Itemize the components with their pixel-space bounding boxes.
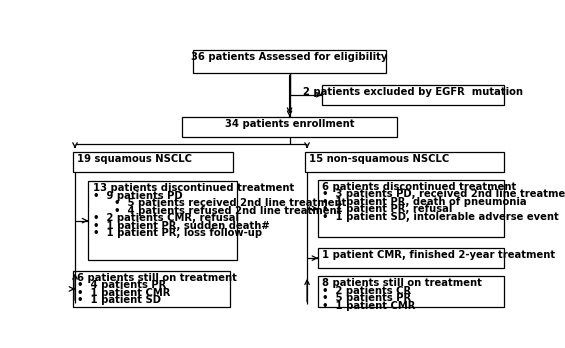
FancyBboxPatch shape bbox=[193, 50, 386, 73]
Text: •  1 patient PR, death of pneumonia: • 1 patient PR, death of pneumonia bbox=[323, 197, 527, 207]
Text: 36 patients Assessed for eligibility: 36 patients Assessed for eligibility bbox=[192, 52, 388, 62]
Text: •  2 patients CR: • 2 patients CR bbox=[323, 286, 411, 296]
Text: •  1 patient SD, intolerable adverse event: • 1 patient SD, intolerable adverse even… bbox=[323, 212, 559, 222]
Text: •  1 patient PR, loss follow-up: • 1 patient PR, loss follow-up bbox=[93, 228, 262, 238]
Text: 6 patients discontinued treatment: 6 patients discontinued treatment bbox=[323, 182, 516, 192]
Text: 19 squamous NSCLC: 19 squamous NSCLC bbox=[77, 154, 192, 164]
FancyBboxPatch shape bbox=[318, 180, 504, 237]
Text: •  4 patients PR: • 4 patients PR bbox=[77, 280, 167, 291]
FancyBboxPatch shape bbox=[305, 152, 504, 172]
Text: •  1 patient PR, refusal: • 1 patient PR, refusal bbox=[323, 204, 453, 214]
Text: •  5 patients received 2nd line treatment: • 5 patients received 2nd line treatment bbox=[93, 198, 346, 208]
FancyBboxPatch shape bbox=[318, 248, 504, 268]
FancyBboxPatch shape bbox=[318, 276, 504, 307]
Text: 1 patient CMR, finished 2-year treatment: 1 patient CMR, finished 2-year treatment bbox=[323, 250, 555, 260]
FancyBboxPatch shape bbox=[73, 152, 233, 172]
Text: 6 patients still on treatment: 6 patients still on treatment bbox=[77, 273, 237, 283]
Text: 34 patients enrollment: 34 patients enrollment bbox=[225, 119, 354, 129]
Text: 15 non-squamous NSCLC: 15 non-squamous NSCLC bbox=[309, 154, 450, 164]
Text: 13 patients discontinued treatment: 13 patients discontinued treatment bbox=[93, 183, 294, 193]
Text: •  2 patients CMR, refusal: • 2 patients CMR, refusal bbox=[93, 213, 238, 223]
FancyBboxPatch shape bbox=[182, 117, 397, 137]
FancyBboxPatch shape bbox=[323, 85, 504, 105]
Text: •  3 patients PD, received 2nd line treatment: • 3 patients PD, received 2nd line treat… bbox=[323, 189, 565, 199]
FancyBboxPatch shape bbox=[88, 181, 237, 260]
Text: •  4 patients refused 2nd line treatment: • 4 patients refused 2nd line treatment bbox=[93, 206, 341, 216]
Text: 8 patients still on treatment: 8 patients still on treatment bbox=[323, 278, 483, 288]
Text: •  5 patients PR: • 5 patients PR bbox=[323, 293, 411, 303]
Text: •  1 patient CMR: • 1 patient CMR bbox=[323, 301, 416, 311]
Text: •  1 patient PR, sudden death#: • 1 patient PR, sudden death# bbox=[93, 221, 269, 231]
FancyBboxPatch shape bbox=[73, 271, 231, 307]
Text: 2 patients excluded by EGFR  mutation: 2 patients excluded by EGFR mutation bbox=[303, 87, 523, 97]
Text: •  9 patients PD: • 9 patients PD bbox=[93, 191, 182, 201]
Text: •  1 patient CMR: • 1 patient CMR bbox=[77, 288, 171, 298]
Text: •  1 patient SD: • 1 patient SD bbox=[77, 295, 161, 306]
